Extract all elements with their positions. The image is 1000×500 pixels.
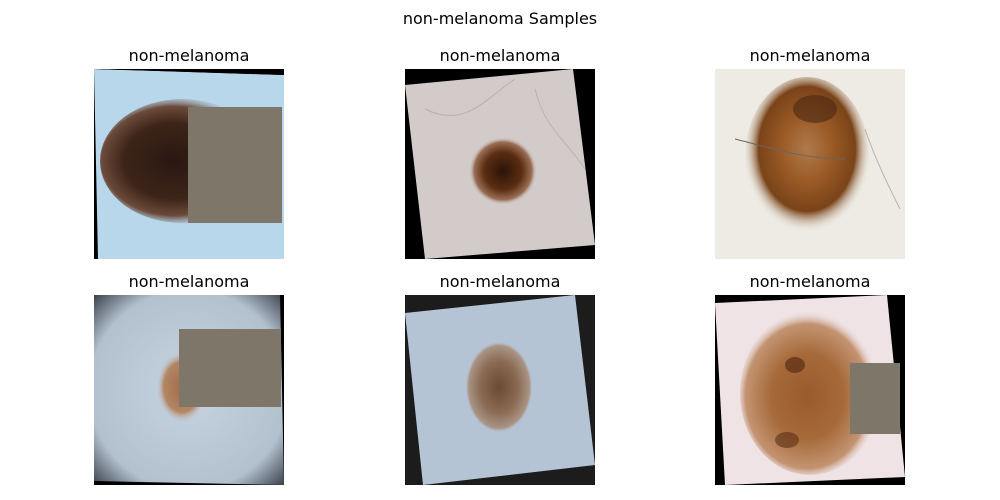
sample-title-3: non-melanoma	[749, 46, 871, 65]
sample-image-4	[94, 295, 284, 485]
sample-title-1: non-melanoma	[128, 46, 250, 65]
skin-lesion-image-5	[405, 295, 595, 485]
sample-image-5	[405, 295, 595, 485]
sample-image-6	[715, 295, 905, 485]
sample-image-2	[405, 69, 595, 259]
skin-lesion-image-2	[405, 69, 595, 259]
sample-title-6: non-melanoma	[749, 272, 871, 291]
skin-lesion-image-1	[94, 69, 284, 259]
sample-image-3	[715, 69, 905, 259]
occlusion-patch	[850, 363, 900, 434]
figure-title: non-melanoma Samples	[402, 9, 598, 28]
skin-lesion-image-6	[715, 295, 905, 485]
sample-title-2: non-melanoma	[439, 46, 561, 65]
occlusion-patch	[179, 329, 281, 407]
sample-title-4: non-melanoma	[128, 272, 250, 291]
sample-title-5: non-melanoma	[439, 272, 561, 291]
skin-lesion-image-3	[715, 69, 905, 259]
occlusion-patch	[188, 107, 282, 223]
skin-lesion-image-4	[94, 295, 284, 485]
sample-image-1	[94, 69, 284, 259]
